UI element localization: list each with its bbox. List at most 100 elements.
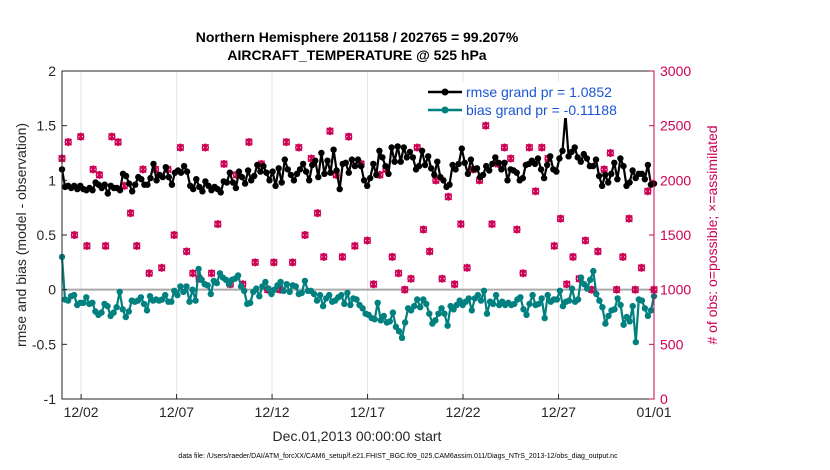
right-y-tick-label: 1500 — [660, 227, 691, 243]
rmse-point — [373, 171, 380, 179]
bias-point — [417, 304, 424, 311]
rmse-point — [519, 174, 526, 182]
obs-assimilated-marker — [201, 143, 210, 152]
rmse-point — [199, 188, 206, 195]
bias-point — [438, 305, 445, 312]
obs-assimilated-marker — [176, 143, 185, 152]
rmse-point — [425, 153, 432, 160]
rmse-point — [458, 145, 465, 152]
bias-point — [344, 289, 351, 297]
obs-assimilated-marker — [581, 236, 590, 245]
rmse-point — [168, 181, 176, 188]
rmse-point — [617, 155, 624, 162]
bias-point — [629, 302, 636, 310]
obs-assimilated-marker — [282, 138, 291, 147]
legend-bias-marker — [441, 106, 449, 114]
obs-assimilated-marker — [76, 132, 85, 141]
obs-assimilated-marker — [220, 159, 228, 168]
left-y-axis-label: rmse and bias (model - observation) — [13, 123, 29, 347]
obs-assimilated-marker — [606, 149, 615, 157]
obs-assimilated-marker — [419, 225, 428, 234]
rmse-point — [455, 160, 462, 168]
obs-assimilated-marker — [438, 274, 446, 283]
rmse-point — [147, 174, 154, 182]
rmse-point — [327, 169, 334, 176]
rmse-point — [348, 156, 356, 163]
bias-point — [277, 278, 284, 286]
bias-point — [638, 297, 646, 304]
obs-assimilated-marker — [444, 192, 453, 201]
bias-point — [468, 307, 475, 314]
obs-assimilated-marker — [245, 138, 253, 147]
left-y-tick-label: -0.5 — [32, 336, 56, 352]
rmse-point — [434, 158, 441, 165]
obs-assimilated-marker — [506, 154, 515, 163]
rmse-point — [592, 156, 600, 163]
obs-assimilated-marker — [189, 269, 197, 278]
rmse-point — [223, 179, 230, 186]
obs-assimilated-marker — [108, 132, 116, 141]
rmse-point — [330, 146, 337, 153]
bias-point — [517, 294, 524, 301]
obs-assimilated-marker — [450, 280, 459, 289]
bias-point — [556, 287, 564, 294]
left-y-tick-label: 1.5 — [37, 118, 57, 134]
bias-point — [256, 293, 263, 300]
obs-assimilated-marker — [64, 138, 72, 147]
rmse-point — [513, 169, 520, 176]
obs-assimilated-marker — [145, 269, 154, 278]
rmse-point — [641, 176, 648, 183]
rmse-point — [324, 157, 331, 164]
bias-point — [441, 310, 448, 317]
rmse-point — [376, 147, 383, 154]
bias-point — [125, 308, 132, 315]
bias-point — [395, 328, 403, 335]
right-y-tick-label: 500 — [660, 336, 684, 352]
bias-point — [626, 318, 633, 325]
bias-point — [477, 297, 485, 304]
rmse-point — [501, 159, 508, 166]
rmse-point — [479, 171, 487, 179]
obs-assimilated-marker — [644, 187, 652, 196]
rmse-point — [193, 176, 200, 183]
rmse-point — [547, 153, 554, 160]
rmse-point — [409, 154, 417, 161]
x-tick-label: 12/22 — [446, 404, 481, 420]
rmse-point — [232, 184, 240, 192]
rmse-point — [406, 148, 414, 156]
bias-point — [280, 287, 287, 294]
bias-point — [444, 322, 451, 329]
obs-assimilated-marker — [569, 252, 577, 261]
rmse-point — [272, 182, 279, 189]
bias-point — [143, 307, 151, 314]
rmse-point — [608, 170, 615, 177]
bias-series — [58, 253, 658, 346]
bias-point — [593, 290, 600, 298]
rmse-point — [559, 147, 566, 154]
rmse-point — [553, 168, 560, 175]
rmse-point — [583, 155, 591, 162]
bias-point — [414, 296, 421, 303]
bias-point — [584, 285, 591, 292]
bias-point — [483, 310, 491, 317]
rmse-point — [263, 169, 270, 176]
rmse-point — [296, 166, 304, 173]
rmse-point — [614, 176, 621, 183]
obs-assimilated-marker — [513, 225, 521, 234]
x-axis-ticks: 12/02 12/07 12/12 12/17 12/22 12/27 01/01 — [64, 394, 672, 420]
rmse-point — [370, 160, 377, 168]
x-axis-label: Dec.01,2013 00:00:00 start — [273, 428, 442, 444]
rmse-point — [367, 174, 374, 182]
rmse-point — [589, 162, 597, 170]
rmse-point — [571, 144, 578, 151]
rmse-point — [306, 177, 313, 184]
rmse-point — [403, 154, 410, 161]
rmse-point — [400, 144, 407, 151]
rmse-point — [226, 169, 233, 176]
rmse-point — [312, 157, 319, 164]
rmse-point — [620, 162, 627, 170]
obs-assimilated-marker — [301, 231, 309, 239]
rmse-point — [461, 159, 468, 166]
obs-assimilated-marker — [619, 252, 627, 261]
x-tick-label: 12/02 — [64, 404, 99, 420]
